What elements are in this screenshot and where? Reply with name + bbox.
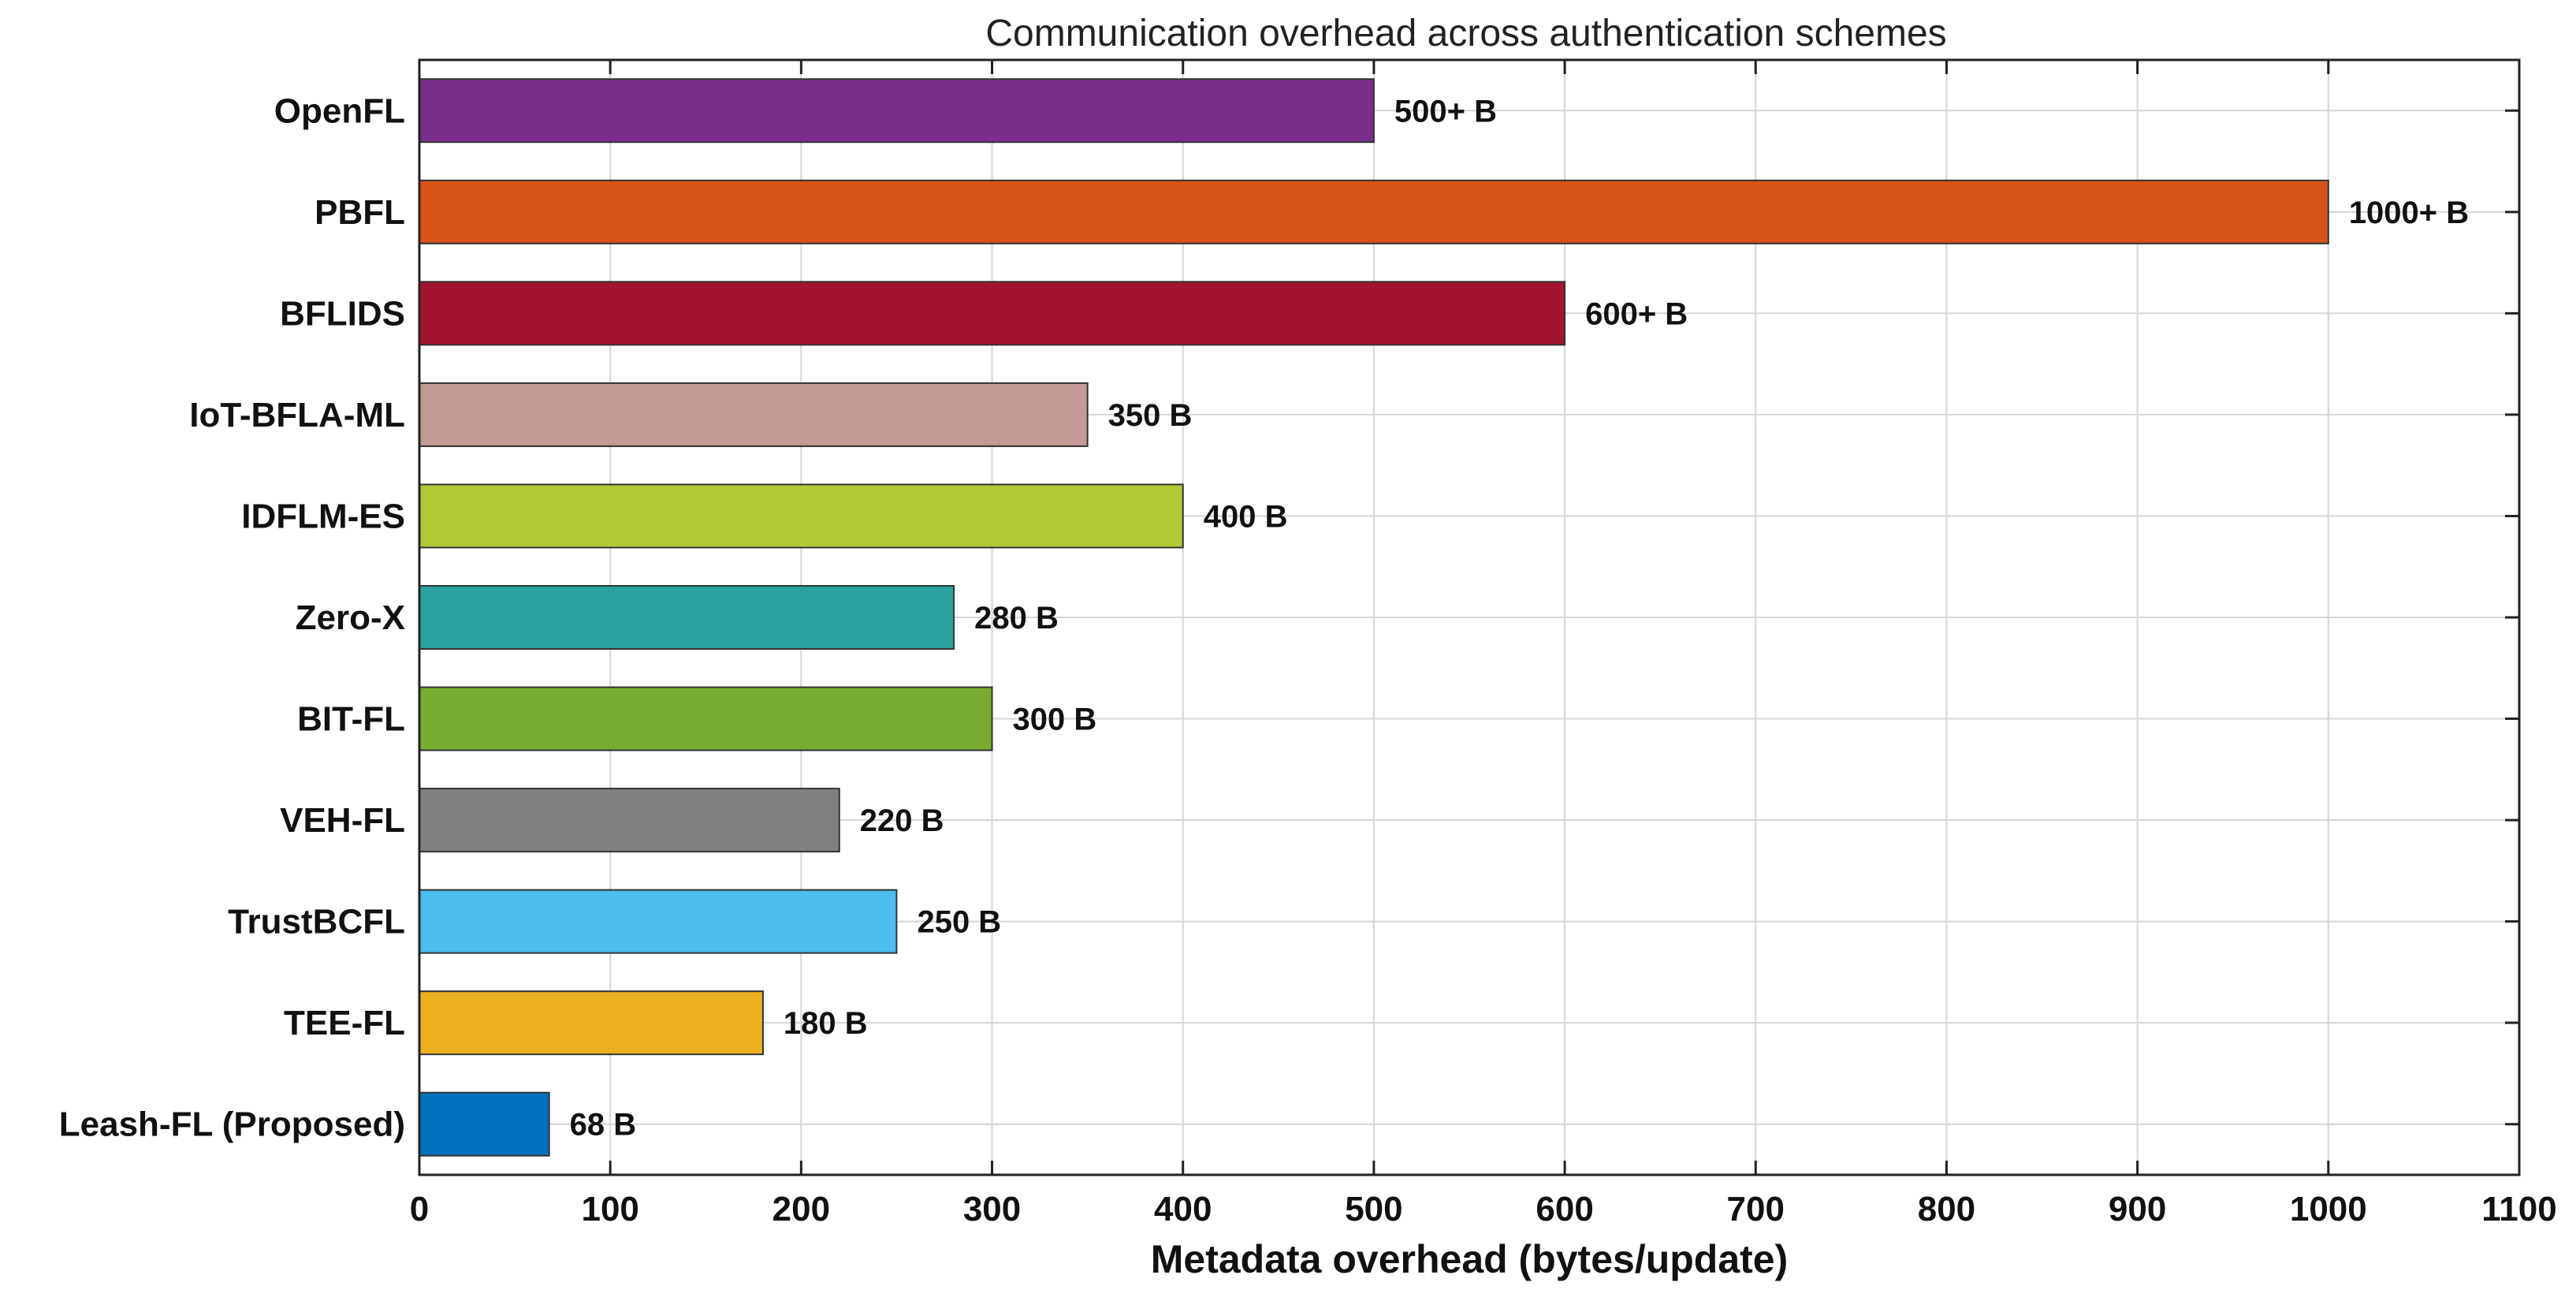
x-tick-label: 900: [2109, 1190, 2166, 1228]
bar: [419, 686, 993, 751]
y-category-label: Zero-X: [296, 598, 405, 637]
y-category-label: OpenFL: [274, 91, 405, 130]
bar-value-label: 300 B: [1013, 703, 1097, 737]
bar: [419, 281, 1566, 346]
bar-value-label: 350 B: [1108, 398, 1193, 433]
y-category-label: PBFL: [315, 193, 405, 232]
x-tick-label: 200: [772, 1190, 830, 1228]
bar: [419, 483, 1184, 549]
x-tick-label: 1100: [2481, 1190, 2556, 1228]
y-category-label: IoT-BFLA-ML: [189, 396, 405, 434]
bar: [419, 1091, 550, 1157]
bar: [419, 889, 898, 954]
y-category-label: IDFLM-ES: [241, 497, 405, 535]
bars: [419, 78, 2329, 1157]
y-category-label: BIT-FL: [297, 700, 405, 739]
y-category-label: TEE-FL: [284, 1004, 405, 1042]
bar: [419, 585, 955, 650]
bar: [419, 382, 1089, 447]
bar-value-label: 500+ B: [1394, 94, 1497, 129]
bar: [419, 788, 840, 853]
bar: [419, 179, 2329, 244]
bar-value-label: 220 B: [860, 803, 944, 838]
x-tick-label: 1000: [2290, 1190, 2367, 1228]
bar-value-label: 68 B: [570, 1108, 637, 1143]
x-tick-label: 600: [1536, 1190, 1593, 1228]
bar-value-label: 1000+ B: [2349, 196, 2469, 230]
x-tick-label: 300: [963, 1190, 1021, 1228]
plot-frame: [418, 58, 2521, 1176]
bar-value-label: 180 B: [784, 1006, 868, 1041]
y-category-label: TrustBCFL: [228, 903, 405, 941]
chart-title: Communication overhead across authentica…: [985, 13, 1946, 54]
x-tick-label: 100: [581, 1190, 638, 1228]
bar-value-label: 280 B: [974, 601, 1059, 636]
x-tick-label: 700: [1727, 1190, 1785, 1228]
x-tick-label: 0: [410, 1190, 429, 1228]
y-category-label: BFLIDS: [280, 294, 405, 333]
x-axis-label: Metadata overhead (bytes/update): [1151, 1237, 1789, 1281]
labels: 0 100 200 300 400 500 600 700 800 900 1000 1100 Open…: [59, 91, 2557, 1228]
x-tick-label: 500: [1345, 1190, 1402, 1228]
bar: [419, 78, 1375, 144]
x-tick-label: 400: [1154, 1190, 1212, 1228]
y-category-label: VEH-FL: [280, 801, 405, 840]
bar-value-label: 400 B: [1204, 499, 1288, 534]
bar-value-label: 600+ B: [1585, 296, 1688, 331]
x-tick-label: 800: [1918, 1190, 1975, 1228]
bar-value-label: 250 B: [917, 905, 1001, 940]
bar: [419, 990, 764, 1056]
y-category-label: Leash-FL (Proposed): [59, 1105, 405, 1144]
